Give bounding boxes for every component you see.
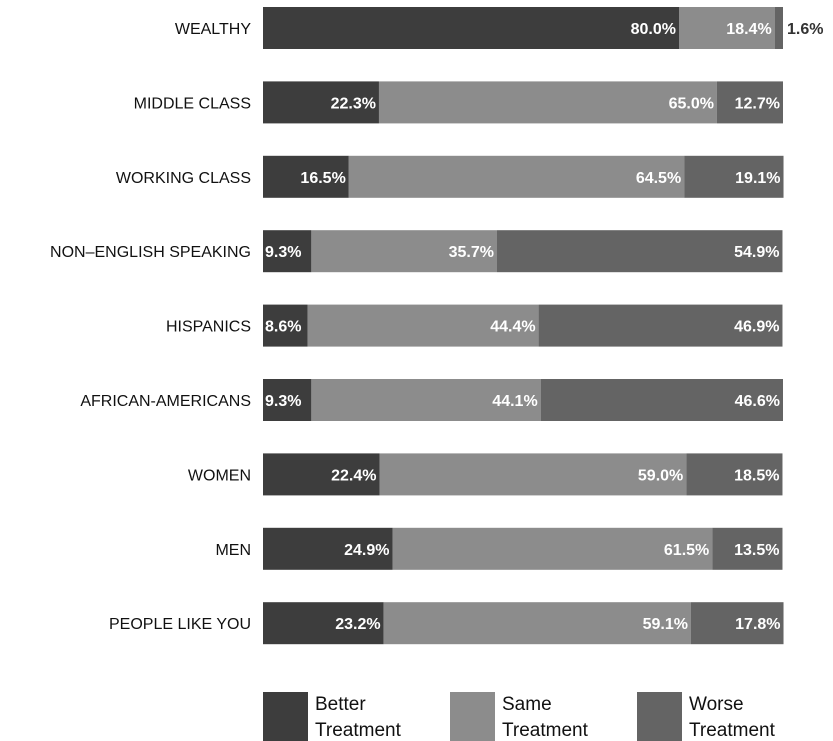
value-label-better-treatment-people-like-you: 23.2% [335, 616, 380, 633]
category-label-women: WOMEN [188, 467, 251, 484]
legend-swatch-same-treatment [450, 692, 495, 741]
value-label-worse-treatment-hispanics: 46.9% [734, 319, 779, 336]
bar-better-treatment-wealthy [263, 7, 679, 49]
value-label-worse-treatment-men: 13.5% [734, 542, 779, 559]
value-label-better-treatment-wealthy: 80.0% [631, 21, 676, 38]
bar-worse-treatment-people-like-you [690, 602, 784, 645]
value-label-same-treatment-african-americans: 44.1% [492, 393, 537, 410]
value-label-same-treatment-working-class: 64.5% [636, 170, 681, 187]
bars [263, 7, 784, 645]
bar-better-treatment-men [263, 527, 393, 570]
value-label-same-treatment-wealthy: 18.4% [726, 21, 771, 38]
bar-better-treatment-women [263, 453, 380, 496]
bar-worse-treatment-men [712, 527, 783, 570]
value-label-worse-treatment-working-class: 19.1% [735, 170, 780, 187]
value-label-same-treatment-people-like-you: 59.1% [643, 616, 688, 633]
bar-better-treatment-african-americans [263, 379, 312, 421]
value-label-better-treatment-men: 24.9% [344, 542, 389, 559]
bar-better-treatment-people-like-you [263, 602, 384, 645]
value-label-better-treatment-african-americans: 9.3% [265, 393, 301, 410]
bar-worse-treatment-wealthy [774, 7, 783, 49]
category-label-men: MEN [215, 542, 251, 559]
value-label-better-treatment-hispanics: 8.6% [265, 319, 301, 336]
legend-label-same-treatment: Same Treatment [502, 694, 589, 741]
legend-label-better-treatment: Better Treatment [315, 694, 402, 741]
value-label-better-treatment-women: 22.4% [331, 467, 376, 484]
bar-better-treatment-middle-class [263, 81, 379, 124]
legend: Better Treatment Same Treatment Worse Treatme… [263, 692, 776, 741]
bar-same-treatment-men [392, 527, 713, 570]
value-label-same-treatment-non-english-speaking: 35.7% [449, 244, 494, 261]
value-label-worse-treatment-non-english-speaking: 54.9% [734, 244, 779, 261]
bar-same-treatment-african-americans [311, 379, 541, 421]
bar-better-treatment-hispanics [263, 304, 308, 347]
bar-same-treatment-hispanics [307, 304, 539, 347]
value-label-worse-treatment-people-like-you: 17.8% [735, 616, 780, 633]
bar-worse-treatment-hispanics [538, 304, 783, 347]
value-label-better-treatment-working-class: 16.5% [300, 170, 345, 187]
value-label-better-treatment-middle-class: 22.3% [331, 95, 376, 112]
bar-same-treatment-non-english-speaking [311, 230, 497, 273]
value-label-worse-treatment-african-americans: 46.6% [735, 393, 780, 410]
bar-worse-treatment-african-americans [540, 379, 783, 421]
value-label-same-treatment-women: 59.0% [638, 467, 683, 484]
category-label-middle-class: MIDDLE CLASS [134, 95, 251, 112]
bar-same-treatment-women [379, 453, 687, 496]
bar-same-treatment-wealthy [679, 7, 775, 49]
category-label-working-class: WORKING CLASS [116, 170, 251, 187]
bar-worse-treatment-working-class [684, 155, 784, 198]
category-label-hispanics: HISPANICS [166, 319, 251, 336]
category-label-african-americans: AFRICAN-AMERICANS [80, 393, 251, 410]
value-labels: 80.0% 18.4% 1.6% 22.3% 65.0% 12.7% 16.5% 64.5% 1… [265, 21, 823, 633]
category-labels: WEALTHY MIDDLE CLASS WORKING CLASS NON–ENGL… [50, 21, 251, 633]
value-label-worse-treatment-wealthy: 1.6% [787, 21, 823, 38]
bar-worse-treatment-middle-class [716, 81, 783, 124]
bar-better-treatment-non-english-speaking [263, 230, 312, 273]
legend-label-worse-treatment: Worse Treatment [689, 694, 776, 741]
category-label-non-english-speaking: NON–ENGLISH SPEAKING [50, 244, 251, 261]
category-label-wealthy: WEALTHY [175, 21, 251, 38]
bar-worse-treatment-non-english-speaking [497, 230, 783, 273]
value-label-same-treatment-hispanics: 44.4% [490, 319, 535, 336]
bar-same-treatment-middle-class [378, 81, 717, 124]
bar-same-treatment-working-class [348, 155, 685, 198]
legend-swatch-worse-treatment [637, 692, 682, 741]
value-label-worse-treatment-middle-class: 12.7% [735, 95, 780, 112]
bar-better-treatment-working-class [263, 155, 349, 198]
value-label-same-treatment-men: 61.5% [664, 542, 709, 559]
category-label-people-like-you: PEOPLE LIKE YOU [109, 616, 251, 633]
value-label-better-treatment-non-english-speaking: 9.3% [265, 244, 301, 261]
value-label-same-treatment-middle-class: 65.0% [669, 95, 714, 112]
bar-worse-treatment-women [686, 453, 783, 496]
value-label-worse-treatment-women: 18.5% [734, 467, 779, 484]
bar-same-treatment-people-like-you [383, 602, 691, 645]
legend-swatch-better-treatment [263, 692, 308, 741]
